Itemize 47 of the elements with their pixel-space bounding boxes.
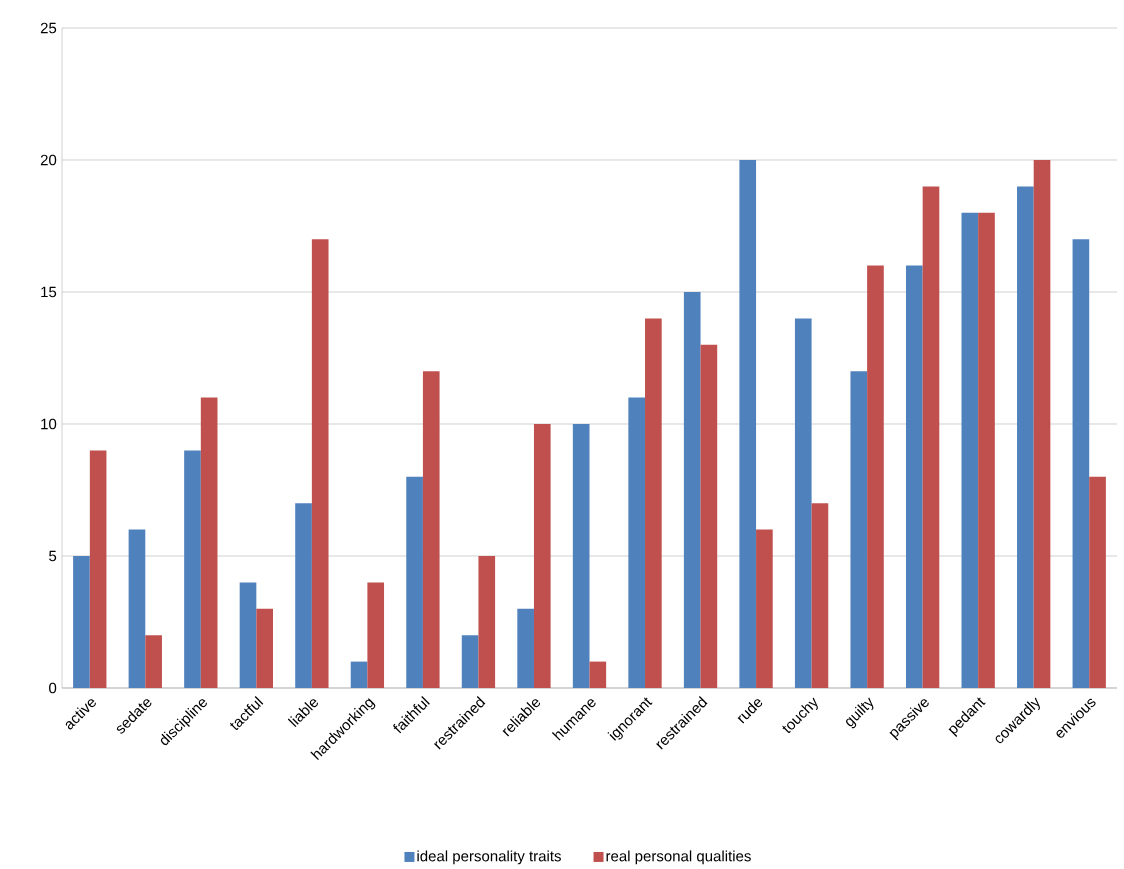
bar bbox=[406, 476, 423, 688]
bar bbox=[517, 608, 534, 688]
y-tick-label: 25 bbox=[40, 22, 57, 34]
bar bbox=[1089, 476, 1106, 688]
bar bbox=[922, 186, 940, 688]
bar bbox=[256, 608, 273, 688]
x-tick-label: rude bbox=[737, 699, 763, 724]
legend-label: real personal qualities bbox=[606, 850, 751, 865]
bar bbox=[867, 265, 884, 688]
bar bbox=[961, 212, 979, 688]
bar bbox=[184, 450, 201, 688]
bar bbox=[850, 371, 868, 688]
bar bbox=[367, 582, 385, 688]
bar bbox=[461, 635, 479, 688]
bar bbox=[811, 503, 829, 688]
bar bbox=[128, 529, 146, 688]
y-tick-label: 0 bbox=[49, 682, 57, 694]
bar bbox=[589, 661, 607, 688]
bar bbox=[794, 318, 812, 688]
bar bbox=[200, 397, 218, 688]
y-tick-label: 20 bbox=[40, 154, 57, 166]
y-tick-label: 15 bbox=[41, 286, 57, 298]
bar bbox=[572, 423, 590, 688]
bar bbox=[683, 291, 701, 688]
bar bbox=[73, 555, 90, 688]
bar bbox=[700, 344, 718, 688]
bar bbox=[533, 423, 551, 688]
legend-label: ideal personality traits bbox=[417, 850, 561, 865]
bar bbox=[739, 159, 757, 688]
bar bbox=[628, 397, 646, 688]
bar bbox=[978, 212, 995, 688]
bar bbox=[645, 318, 662, 688]
bar bbox=[905, 265, 923, 688]
y-tick-label: 5 bbox=[49, 550, 57, 562]
bar bbox=[239, 582, 257, 688]
bar bbox=[1033, 159, 1051, 688]
bar bbox=[295, 503, 312, 688]
bar bbox=[145, 635, 162, 688]
bar bbox=[1072, 239, 1090, 688]
bar bbox=[311, 239, 329, 688]
bar bbox=[478, 555, 496, 688]
bar bbox=[89, 450, 107, 688]
y-tick-label: 10 bbox=[41, 418, 57, 430]
bar bbox=[1017, 186, 1034, 688]
bar bbox=[756, 529, 773, 688]
bar bbox=[350, 661, 368, 688]
bar bbox=[422, 371, 440, 688]
